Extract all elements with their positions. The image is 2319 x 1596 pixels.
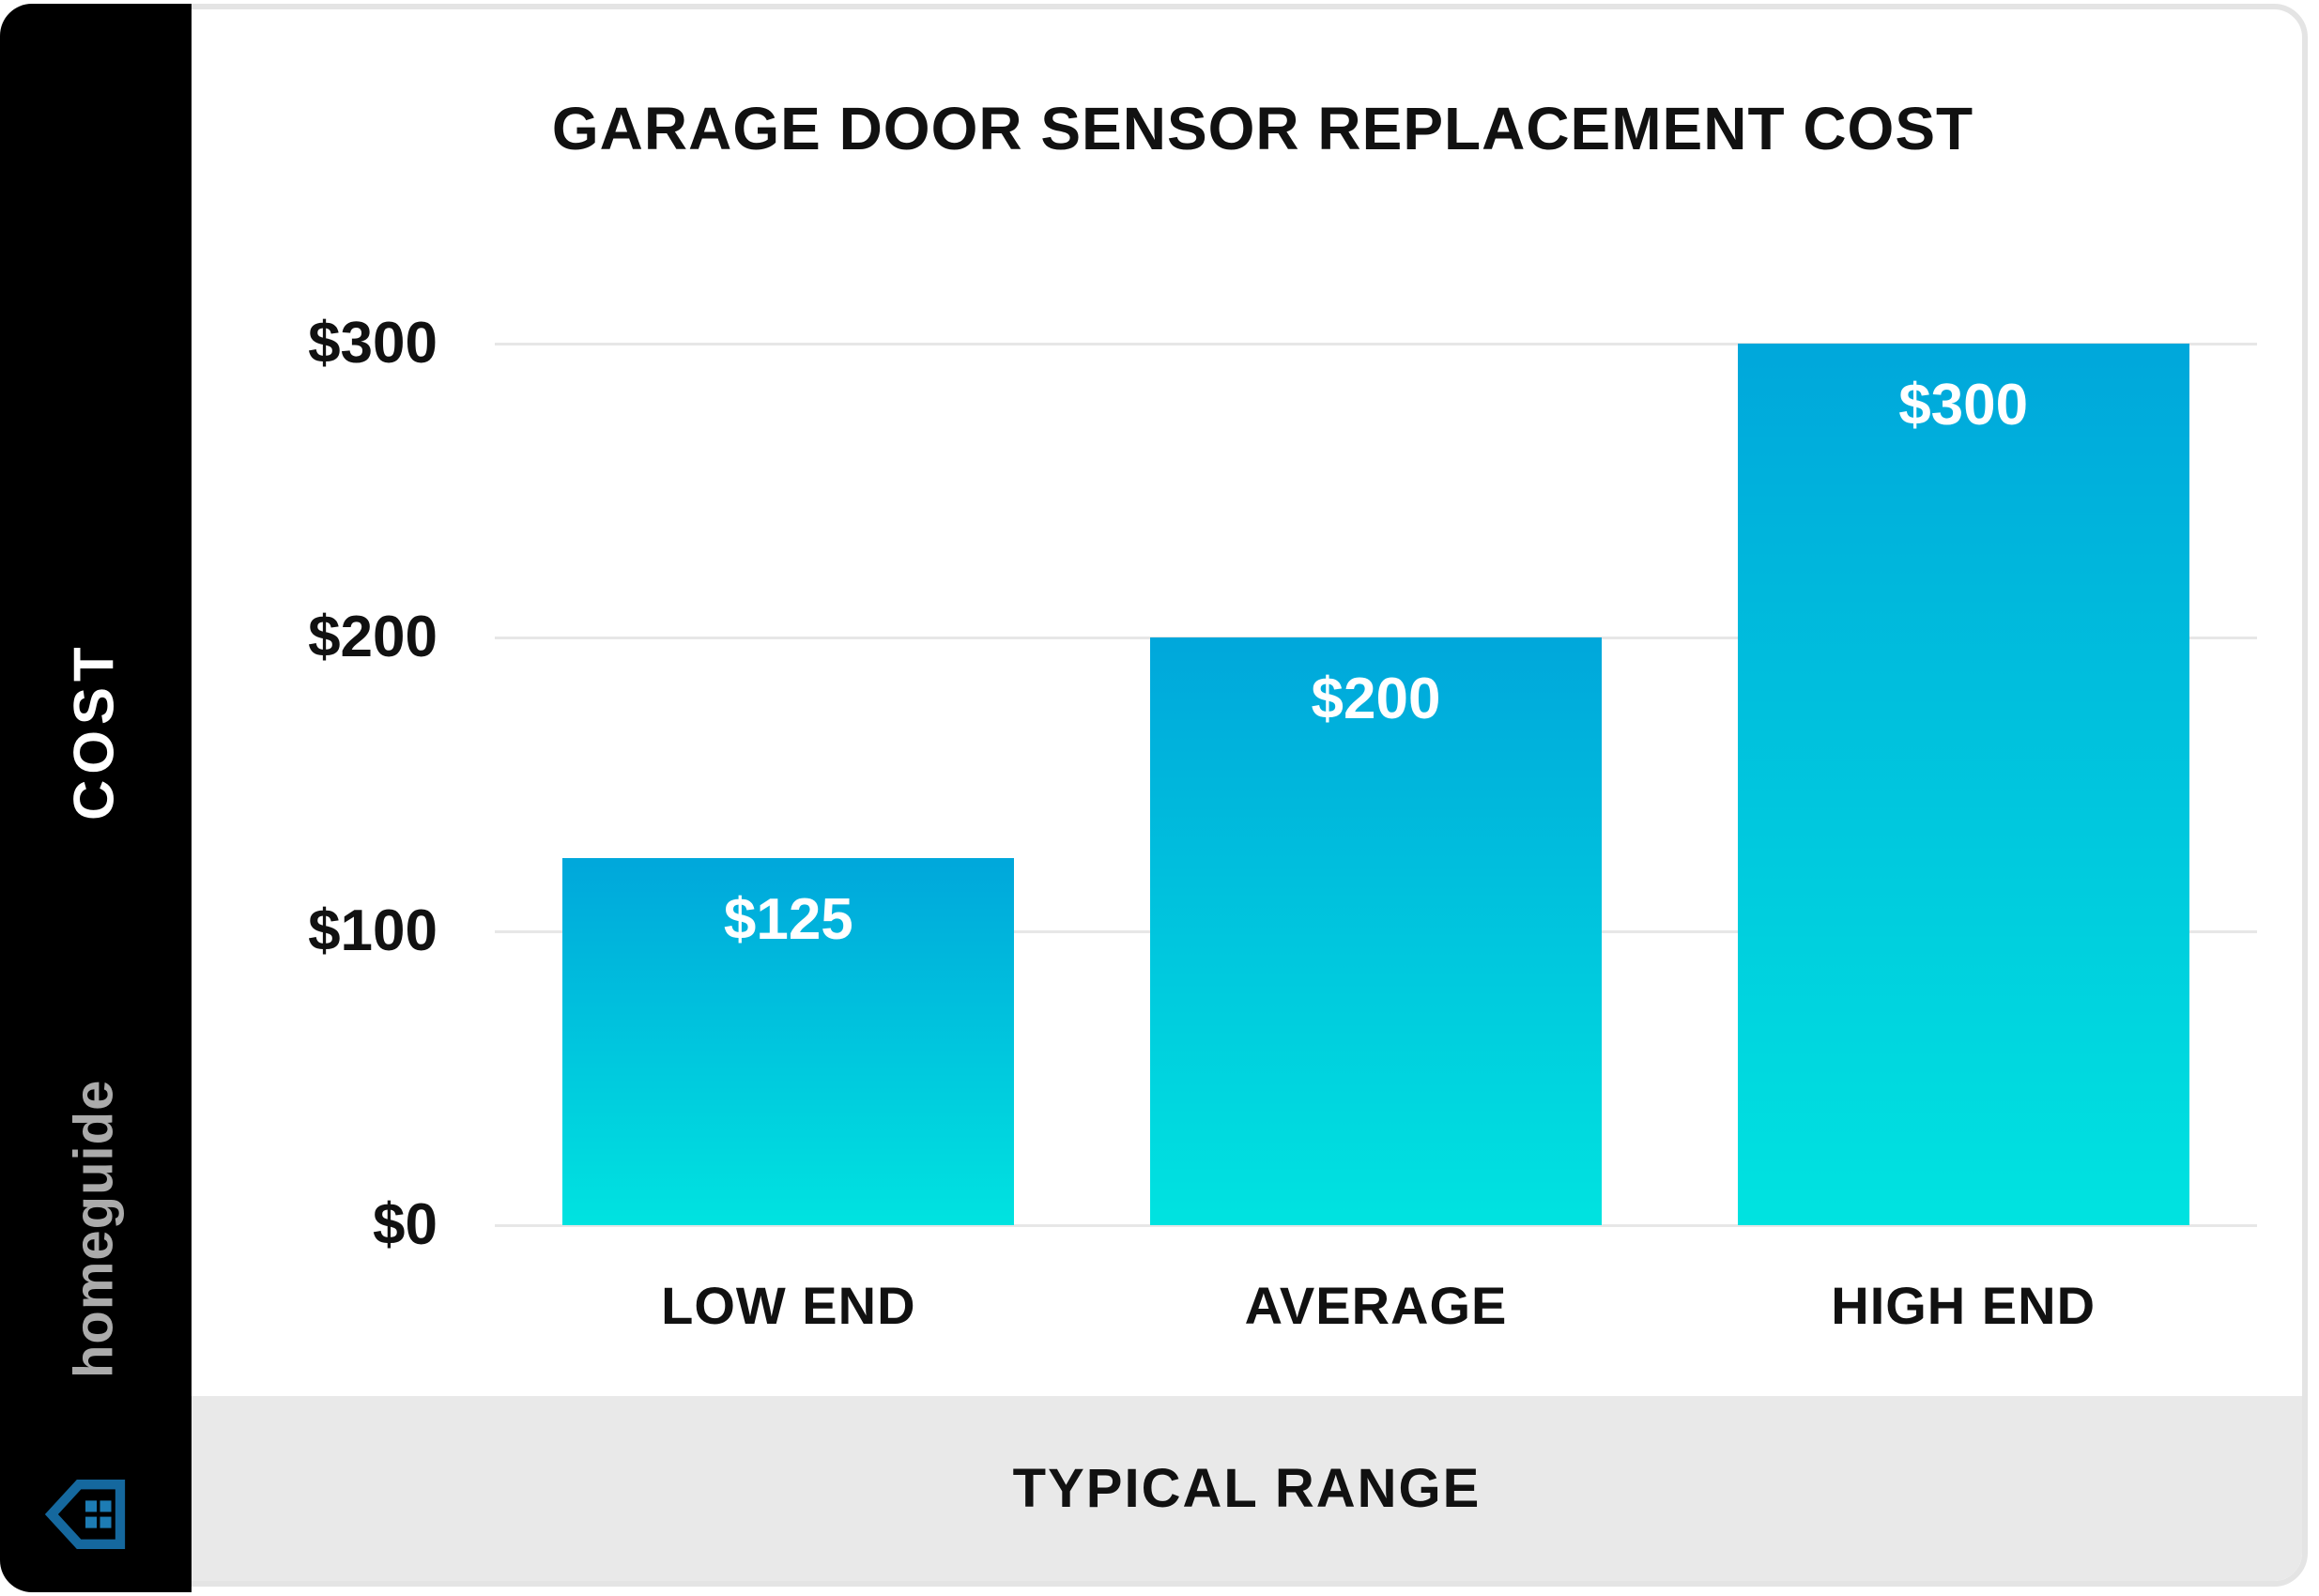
brand-name: homeguide [63,1079,125,1379]
bar-value-label: $200 [1311,667,1441,731]
gridline-300 [495,343,2257,345]
house-icon[interactable] [45,1474,126,1555]
x-category-high-end: HIGH END [1831,1276,2096,1335]
x-category-low-end: LOW END [661,1276,916,1335]
gridline-0 [495,1224,2257,1227]
typical-range-band: TYPICAL RANGE [192,1396,2302,1581]
chart-title: GARAGE DOOR SENSOR REPLACEMENT COST [551,95,1974,162]
y-axis-title: COST [62,641,126,821]
y-tick-label-0: $0 [373,1192,438,1257]
y-tick-label-100: $100 [308,898,438,963]
y-tick-label-200: $200 [308,605,438,669]
bar-high-end: $300 [1737,344,2189,1225]
x-category-average: AVERAGE [1244,1276,1508,1335]
x-axis-title: TYPICAL RANGE [1012,1458,1482,1519]
chart-card: GARAGE DOOR SENSOR REPLACEMENT COST $0 $1… [8,4,2308,1587]
sidebar: COST homeguide [0,4,192,1592]
bar-value-label: $300 [1898,373,2029,437]
bar-value-label: $125 [723,886,853,952]
y-tick-label-300: $300 [308,311,438,376]
bar-average: $200 [1150,637,1602,1225]
bar-low-end: $125 [562,857,1015,1225]
